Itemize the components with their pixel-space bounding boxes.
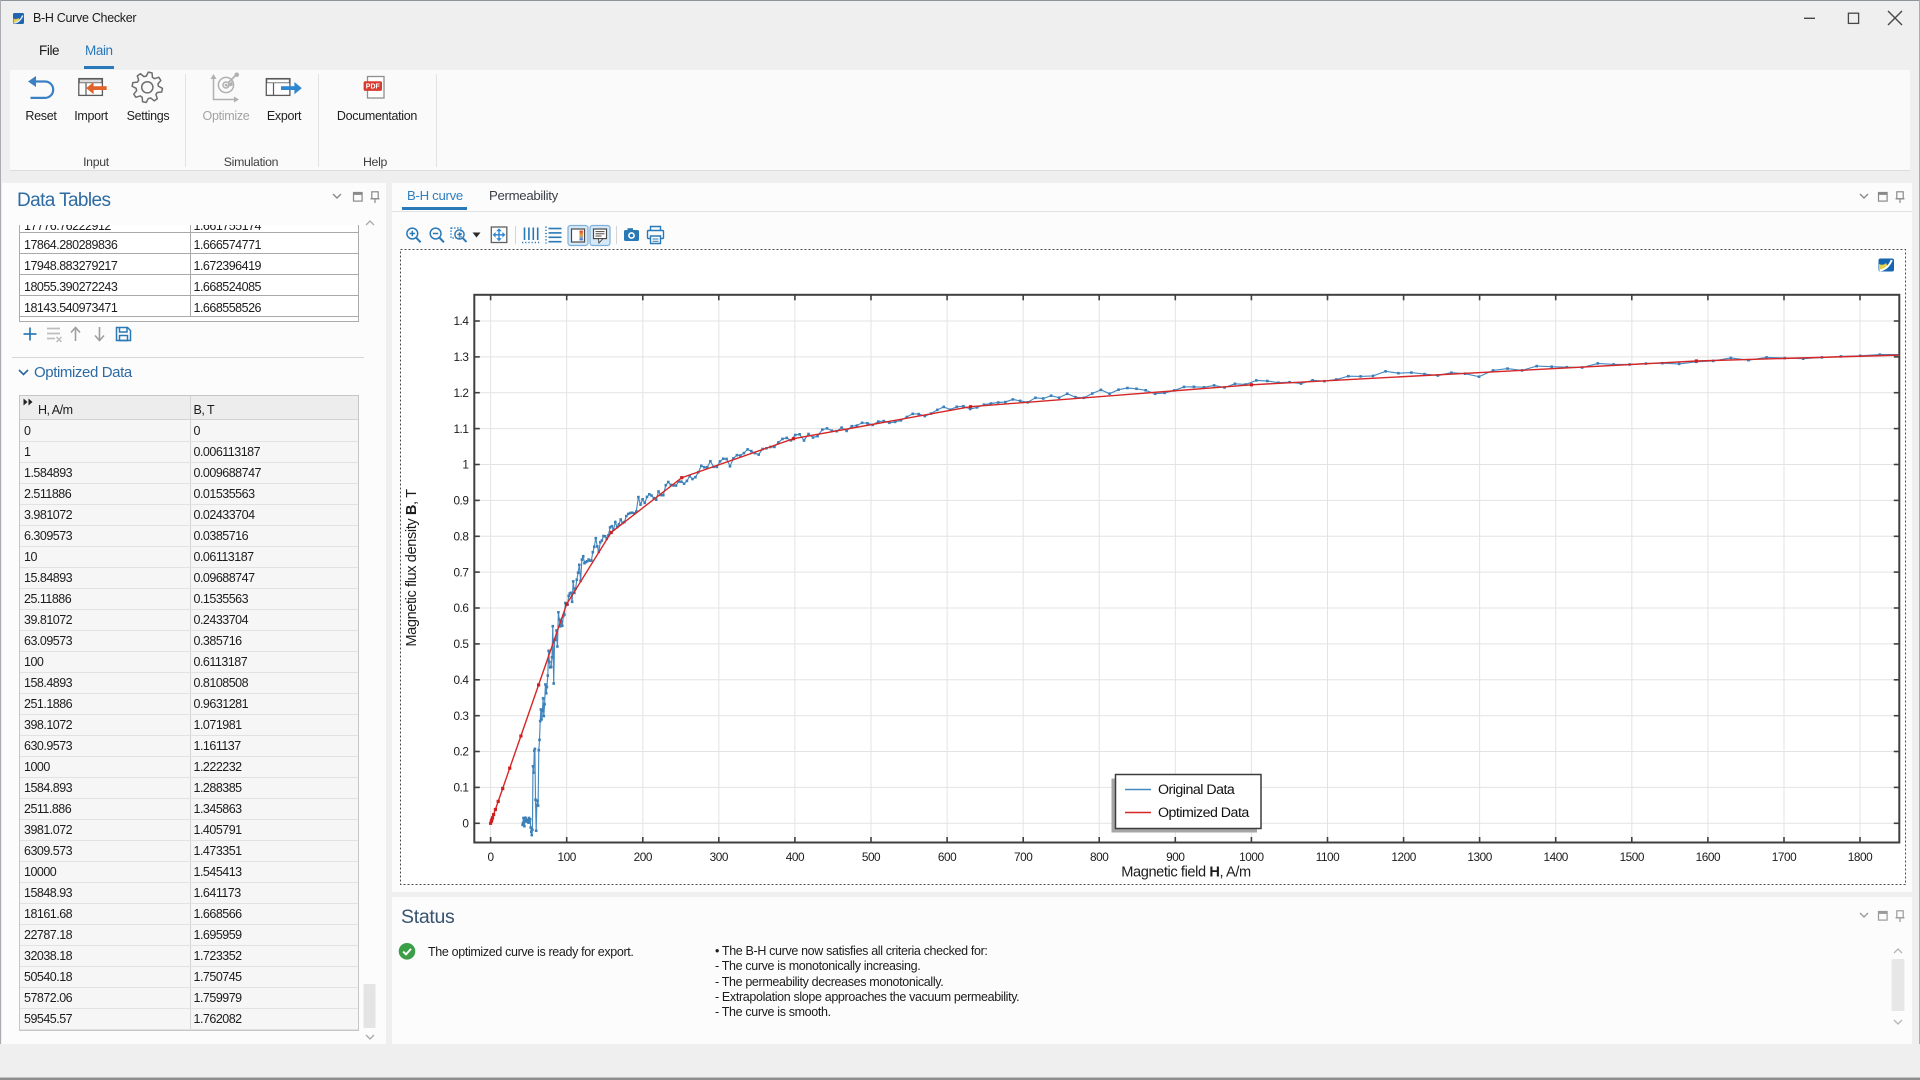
svg-text:0.4: 0.4 [453, 673, 469, 687]
svg-text:1: 1 [462, 458, 468, 472]
svg-text:Magnetic field H, A/m: Magnetic field H, A/m [1121, 865, 1251, 881]
svg-text:0.8: 0.8 [453, 530, 469, 544]
svg-text:800: 800 [1090, 850, 1109, 864]
svg-text:0.7: 0.7 [453, 565, 468, 579]
svg-text:1300: 1300 [1467, 850, 1492, 864]
svg-text:0.1: 0.1 [453, 781, 468, 795]
svg-text:900: 900 [1166, 850, 1185, 864]
svg-text:0.5: 0.5 [453, 637, 469, 651]
svg-text:1100: 1100 [1316, 850, 1340, 864]
svg-text:0.6: 0.6 [453, 601, 469, 615]
svg-text:1000: 1000 [1239, 850, 1264, 864]
svg-text:1800: 1800 [1848, 850, 1873, 864]
svg-text:Original Data: Original Data [1158, 782, 1235, 798]
svg-text:400: 400 [786, 850, 805, 864]
svg-text:Magnetic flux density B, T: Magnetic flux density B, T [404, 489, 420, 647]
svg-text:1500: 1500 [1620, 850, 1645, 864]
svg-text:0: 0 [462, 817, 469, 831]
svg-text:1.1: 1.1 [453, 422, 468, 436]
svg-text:1.2: 1.2 [453, 386, 468, 400]
svg-text:500: 500 [862, 850, 881, 864]
svg-text:0.9: 0.9 [453, 494, 468, 508]
svg-text:100: 100 [558, 850, 577, 864]
svg-text:1200: 1200 [1391, 850, 1416, 864]
svg-text:200: 200 [634, 850, 653, 864]
svg-text:0: 0 [488, 850, 495, 864]
svg-text:600: 600 [938, 850, 957, 864]
svg-text:0.3: 0.3 [453, 709, 469, 723]
svg-text:1400: 1400 [1543, 850, 1568, 864]
svg-text:1.4: 1.4 [453, 314, 469, 328]
svg-text:1700: 1700 [1772, 850, 1797, 864]
svg-text:1600: 1600 [1696, 850, 1721, 864]
svg-text:PDF: PDF [366, 84, 381, 91]
svg-text:0.2: 0.2 [453, 745, 468, 759]
svg-text:300: 300 [710, 850, 729, 864]
svg-text:Optimized Data: Optimized Data [1158, 805, 1249, 821]
svg-text:1.3: 1.3 [453, 350, 469, 364]
svg-text:700: 700 [1014, 850, 1033, 864]
